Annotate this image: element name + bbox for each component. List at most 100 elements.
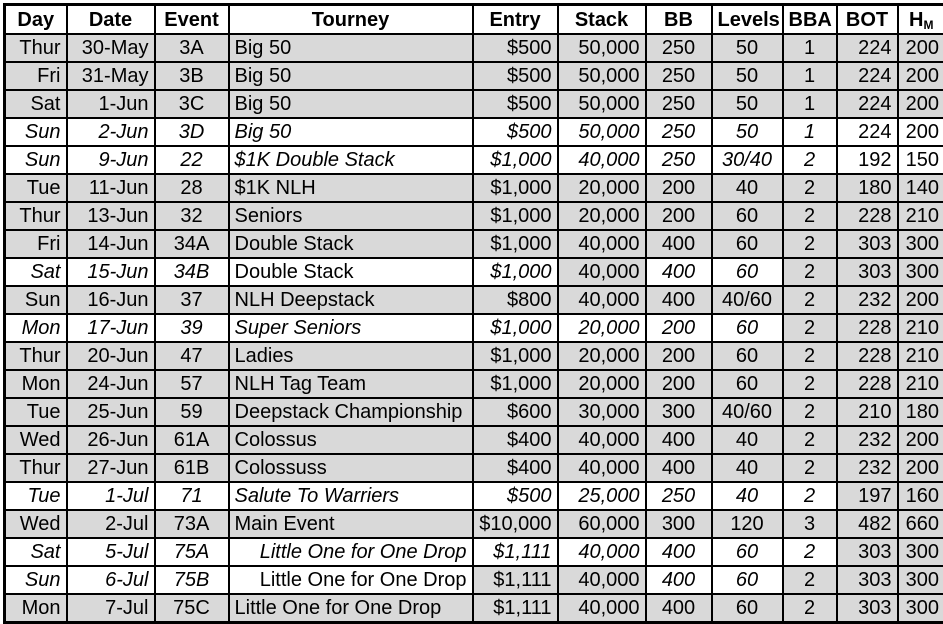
cell-entry[interactable]: $500 [473,62,558,90]
cell-bb[interactable]: 250 [646,90,712,118]
column-header-bot[interactable]: BOT [837,5,898,35]
cell-tourney[interactable]: Deepstack Championship [229,398,473,426]
cell-date[interactable]: 25-Jun [67,398,155,426]
cell-levels[interactable]: 40 [712,454,783,482]
cell-tourney[interactable]: Big 50 [229,90,473,118]
cell-bb[interactable]: 200 [646,202,712,230]
cell-entry[interactable]: $1,000 [473,258,558,286]
cell-bb[interactable]: 400 [646,286,712,314]
cell-day[interactable]: Thur [5,202,67,230]
cell-bb[interactable]: 250 [646,118,712,146]
cell-hm[interactable]: 200 [898,426,943,454]
cell-tourney[interactable]: Little One for One Drop [229,594,473,623]
cell-event[interactable]: 3B [155,62,229,90]
cell-bot[interactable]: 228 [837,370,898,398]
cell-event[interactable]: 3C [155,90,229,118]
cell-date[interactable]: 26-Jun [67,426,155,454]
cell-day[interactable]: Sat [5,538,67,566]
cell-bb[interactable]: 400 [646,230,712,258]
cell-tourney[interactable]: Little One for One Drop [229,566,473,594]
cell-entry[interactable]: $500 [473,90,558,118]
cell-date[interactable]: 15-Jun [67,258,155,286]
cell-event[interactable]: 61B [155,454,229,482]
cell-day[interactable]: Tue [5,398,67,426]
cell-entry[interactable]: $1,000 [473,342,558,370]
cell-hm[interactable]: 200 [898,90,943,118]
cell-event[interactable]: 75B [155,566,229,594]
cell-stack[interactable]: 40,000 [558,286,646,314]
cell-levels[interactable]: 60 [712,370,783,398]
cell-event[interactable]: 59 [155,398,229,426]
column-header-levels[interactable]: Levels [712,5,783,35]
cell-hm[interactable]: 300 [898,594,943,623]
cell-date[interactable]: 14-Jun [67,230,155,258]
cell-stack[interactable]: 40,000 [558,146,646,174]
cell-day[interactable]: Sun [5,118,67,146]
cell-bb[interactable]: 400 [646,426,712,454]
cell-stack[interactable]: 60,000 [558,510,646,538]
cell-date[interactable]: 6-Jul [67,566,155,594]
cell-hm[interactable]: 200 [898,286,943,314]
cell-entry[interactable]: $1,000 [473,230,558,258]
cell-day[interactable]: Sat [5,90,67,118]
cell-event[interactable]: 61A [155,426,229,454]
cell-bb[interactable]: 250 [646,482,712,510]
cell-event[interactable]: 3D [155,118,229,146]
cell-date[interactable]: 5-Jul [67,538,155,566]
cell-tourney[interactable]: NLH Deepstack [229,286,473,314]
cell-entry[interactable]: $1,000 [473,146,558,174]
cell-bba[interactable]: 1 [783,62,837,90]
cell-hm[interactable]: 140 [898,174,943,202]
cell-entry[interactable]: $10,000 [473,510,558,538]
cell-levels[interactable]: 30/40 [712,146,783,174]
cell-stack[interactable]: 50,000 [558,62,646,90]
cell-hm[interactable]: 300 [898,566,943,594]
cell-bba[interactable]: 3 [783,510,837,538]
cell-tourney[interactable]: Colossus [229,426,473,454]
cell-stack[interactable]: 20,000 [558,314,646,342]
cell-entry[interactable]: $1,000 [473,314,558,342]
cell-levels[interactable]: 40 [712,482,783,510]
column-header-day[interactable]: Day [5,5,67,35]
cell-bb[interactable]: 400 [646,566,712,594]
cell-entry[interactable]: $1,000 [473,174,558,202]
cell-bb[interactable]: 200 [646,314,712,342]
cell-stack[interactable]: 20,000 [558,370,646,398]
cell-event[interactable]: 73A [155,510,229,538]
cell-stack[interactable]: 40,000 [558,426,646,454]
column-header-event[interactable]: Event [155,5,229,35]
cell-date[interactable]: 30-May [67,34,155,62]
cell-levels[interactable]: 40 [712,426,783,454]
cell-entry[interactable]: $500 [473,118,558,146]
cell-day[interactable]: Thur [5,342,67,370]
cell-bot[interactable]: 303 [837,538,898,566]
cell-bba[interactable]: 2 [783,566,837,594]
cell-levels[interactable]: 60 [712,202,783,230]
cell-entry[interactable]: $1,111 [473,566,558,594]
cell-bot[interactable]: 224 [837,62,898,90]
cell-hm[interactable]: 150 [898,146,943,174]
cell-hm[interactable]: 210 [898,314,943,342]
cell-event[interactable]: 75A [155,538,229,566]
cell-bot[interactable]: 197 [837,482,898,510]
cell-bot[interactable]: 228 [837,342,898,370]
cell-stack[interactable]: 40,000 [558,230,646,258]
cell-bba[interactable]: 2 [783,398,837,426]
cell-hm[interactable]: 160 [898,482,943,510]
cell-day[interactable]: Mon [5,594,67,623]
cell-bb[interactable]: 250 [646,34,712,62]
cell-hm[interactable]: 300 [898,538,943,566]
cell-date[interactable]: 17-Jun [67,314,155,342]
cell-date[interactable]: 1-Jun [67,90,155,118]
cell-bot[interactable]: 224 [837,34,898,62]
cell-tourney[interactable]: Super Seniors [229,314,473,342]
cell-hm[interactable]: 180 [898,398,943,426]
